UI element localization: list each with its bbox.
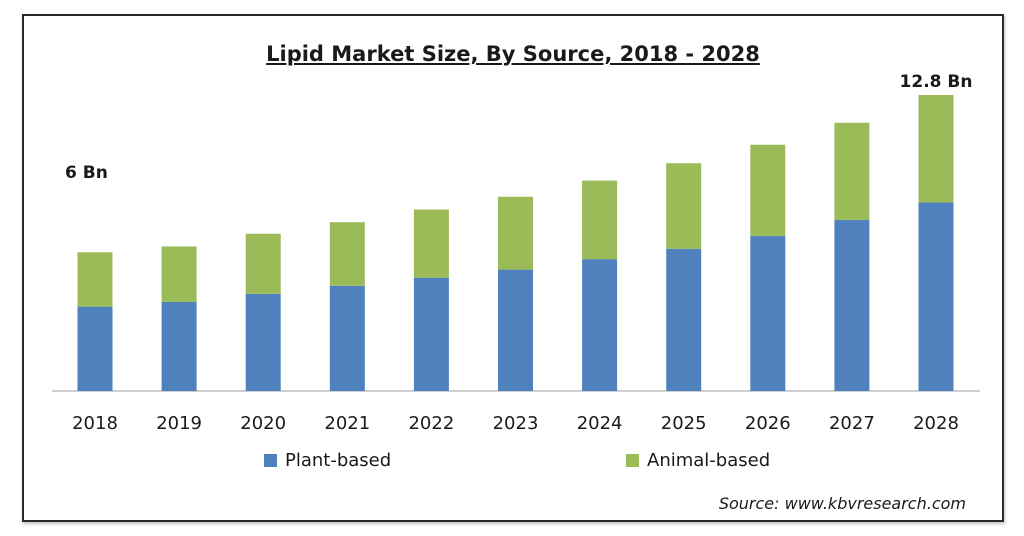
x-tick-2023: 2023: [493, 413, 539, 434]
x-tick-2027: 2027: [829, 413, 875, 434]
x-tick-2028: 2028: [913, 413, 959, 434]
bar-plant-2027: [834, 219, 870, 391]
callout-2018: 6 Bn: [65, 163, 108, 183]
bar-plant-2022: [413, 277, 449, 391]
bars-group: [77, 95, 954, 391]
bar-animal-2021: [329, 222, 365, 286]
bar-animal-2023: [498, 196, 533, 270]
x-tick-2018: 2018: [72, 413, 118, 434]
bar-plant-2023: [498, 269, 533, 391]
bar-plant-2028: [918, 202, 954, 391]
bar-plant-2025: [666, 248, 702, 391]
x-tick-labels: 2018 2019 2020 2021 2022 2023 2024 2025 2026 2027…: [72, 413, 959, 434]
bar-animal-2027: [834, 122, 870, 220]
bar-animal-2024: [582, 180, 618, 260]
bar-animal-2019: [161, 246, 197, 302]
callouts-group: 6 Bn 12.8 Bn: [65, 72, 972, 183]
x-tick-2019: 2019: [156, 413, 202, 434]
x-tick-2025: 2025: [661, 413, 707, 434]
callout-2028: 12.8 Bn: [900, 72, 973, 92]
bar-animal-2020: [245, 233, 281, 294]
legend-swatch-animal: [626, 454, 639, 467]
x-tick-2026: 2026: [745, 413, 791, 434]
bar-animal-2025: [666, 163, 702, 249]
legend-label-animal: Animal-based: [647, 450, 771, 471]
bar-animal-2018: [77, 252, 113, 307]
x-tick-2022: 2022: [408, 413, 454, 434]
bar-plant-2019: [161, 301, 197, 391]
bar-plant-2020: [245, 293, 281, 391]
x-tick-2024: 2024: [577, 413, 623, 434]
bar-animal-2026: [750, 144, 786, 237]
source-note: Source: www.kbvresearch.com: [718, 494, 966, 513]
bar-plant-2026: [750, 236, 786, 391]
chart-title: Lipid Market Size, By Source, 2018 - 202…: [266, 42, 760, 66]
legend-swatch-plant: [264, 454, 277, 467]
x-tick-2020: 2020: [240, 413, 286, 434]
x-tick-2021: 2021: [324, 413, 370, 434]
bar-plant-2024: [582, 259, 618, 391]
bar-plant-2018: [77, 306, 113, 391]
legend-label-plant: Plant-based: [285, 450, 392, 471]
bar-animal-2022: [413, 209, 449, 278]
legend-item-animal: Animal-based: [626, 450, 770, 471]
legend-item-plant: Plant-based: [264, 450, 391, 471]
bar-plant-2021: [329, 285, 365, 391]
bar-animal-2028: [918, 95, 954, 203]
